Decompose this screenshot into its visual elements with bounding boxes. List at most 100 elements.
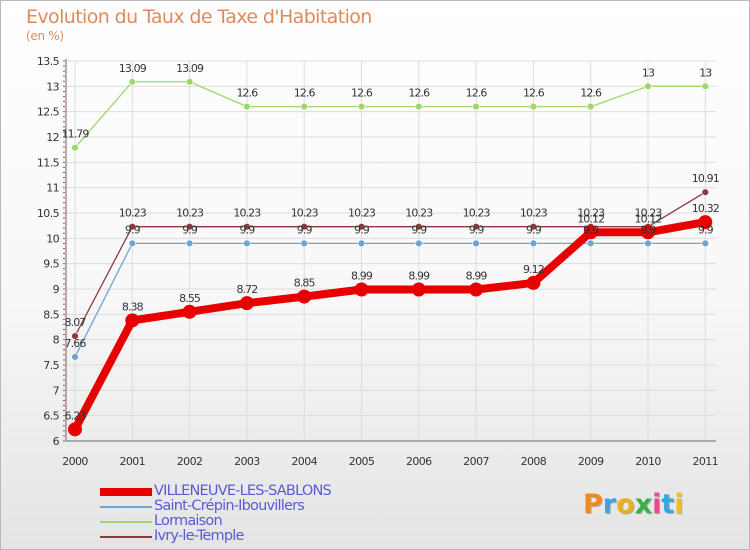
legend-swatch	[100, 506, 152, 508]
data-label: 9.9	[240, 223, 256, 236]
y-minor-tick	[63, 273, 65, 275]
y-minor-tick	[63, 95, 65, 97]
data-point	[71, 332, 79, 340]
logo-letter: t	[661, 489, 675, 520]
y-minor-tick	[63, 202, 65, 204]
data-point	[182, 304, 197, 319]
data-label: 8.72	[236, 283, 257, 296]
data-label: 8.99	[408, 270, 430, 283]
data-point	[71, 143, 79, 152]
data-point	[529, 222, 538, 231]
y-minor-tick	[63, 303, 65, 305]
data-label: 13.09	[176, 62, 204, 75]
data-point	[469, 282, 484, 297]
data-label: 9.9	[641, 223, 657, 236]
data-label: 8.99	[351, 270, 373, 283]
data-label: 10.23	[635, 207, 663, 220]
data-point	[357, 102, 366, 111]
y-minor-tick	[63, 359, 65, 361]
data-point	[701, 239, 709, 248]
x-tick-label: 2000	[62, 455, 88, 468]
y-minor-tick	[63, 349, 65, 351]
y-minor-tick	[63, 197, 65, 199]
data-label: 10.12	[635, 212, 662, 225]
x-tick-label: 2011	[692, 455, 718, 468]
data-point	[185, 78, 194, 86]
y-minor-tick	[63, 161, 65, 163]
y-minor-tick	[63, 85, 65, 87]
y-minor-tick	[63, 192, 65, 194]
data-label: 10.12	[577, 212, 604, 225]
y-minor-tick	[63, 425, 65, 427]
y-minor-tick	[63, 156, 65, 158]
y-minor-tick	[63, 318, 65, 320]
x-tick-label: 2003	[234, 455, 260, 468]
y-tick-label: 8.5	[43, 308, 59, 321]
y-minor-tick	[63, 131, 65, 133]
chart-subtitle: (en %)	[26, 29, 64, 43]
data-label: 9.9	[469, 223, 485, 236]
x-tick-label: 2006	[406, 455, 432, 468]
legend-label: Lormaison	[154, 513, 223, 529]
data-label: 11.79	[62, 128, 90, 141]
data-point	[472, 239, 480, 248]
y-minor-tick	[63, 65, 65, 67]
data-point	[300, 239, 308, 248]
y-minor-tick	[63, 394, 65, 396]
data-label: 12.6	[236, 87, 258, 100]
legend-swatch	[100, 536, 152, 538]
y-minor-tick	[63, 283, 65, 285]
data-label: 13.09	[119, 62, 147, 75]
y-minor-tick	[63, 334, 65, 336]
legend-label: Saint-Crépin-Ibouvillers	[154, 498, 305, 514]
legend-swatch	[100, 521, 152, 523]
data-label: 6.23	[65, 409, 87, 422]
data-point	[415, 222, 423, 231]
y-minor-tick	[63, 389, 65, 391]
y-minor-tick	[63, 253, 65, 255]
series-1	[71, 239, 709, 361]
data-point	[701, 188, 709, 196]
y-minor-tick	[63, 237, 65, 239]
x-tick-label: 2010	[635, 455, 661, 468]
y-minor-tick	[63, 399, 65, 401]
series-line	[74, 81, 706, 149]
logo-letter: i	[652, 489, 662, 520]
series-line	[74, 242, 706, 358]
data-label: 10.23	[405, 207, 433, 220]
data-label: 12.6	[580, 87, 602, 100]
y-minor-tick	[63, 430, 65, 432]
data-point	[128, 78, 137, 86]
data-point	[71, 353, 79, 361]
logo-letter: P	[583, 489, 603, 520]
series-line	[74, 191, 706, 337]
data-point	[472, 222, 480, 231]
y-minor-tick	[63, 141, 65, 143]
y-minor-tick	[63, 379, 65, 381]
data-label: 13	[642, 66, 655, 79]
y-minor-tick	[63, 75, 65, 77]
data-point	[125, 313, 140, 328]
y-minor-tick	[63, 90, 65, 92]
y-minor-tick	[63, 410, 65, 412]
data-point	[586, 239, 595, 248]
data-point	[701, 82, 709, 91]
x-tick-label: 2002	[177, 455, 203, 468]
y-tick-label: 7.5	[43, 359, 59, 372]
data-point	[415, 102, 423, 111]
data-label: 8.85	[294, 277, 316, 290]
y-minor-tick	[63, 166, 65, 168]
x-tick-label: 2004	[291, 455, 317, 468]
y-tick-label: 13.5	[37, 55, 60, 68]
y-minor-tick	[63, 339, 65, 341]
data-point	[698, 215, 713, 230]
x-tick-label: 2007	[463, 455, 489, 468]
y-minor-tick	[63, 258, 65, 260]
y-tick-label: 6.5	[43, 410, 59, 423]
data-label: 12.6	[408, 87, 430, 100]
data-label: 13	[699, 66, 712, 79]
data-point	[243, 222, 251, 231]
data-label: 9.9	[297, 223, 313, 236]
data-label: 10.91	[692, 172, 719, 185]
data-point	[472, 102, 480, 111]
